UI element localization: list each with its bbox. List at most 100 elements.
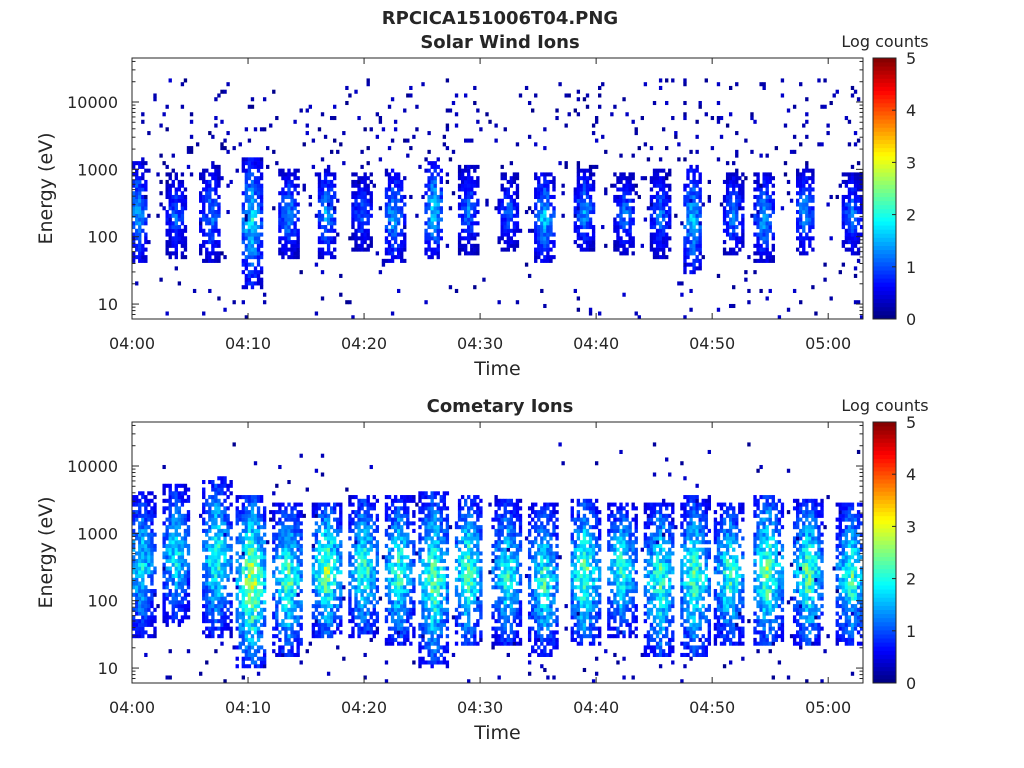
- heatmap-cell: [223, 532, 227, 537]
- heatmap-cell: [177, 228, 182, 233]
- heatmap-cell: [311, 547, 316, 552]
- heatmap-cell: [208, 558, 212, 564]
- heatmap-cell: [348, 570, 352, 575]
- heatmap-cell: [403, 232, 407, 237]
- heatmap-cell: [689, 228, 693, 233]
- heatmap-cell: [174, 611, 178, 616]
- heatmap-cell: [354, 525, 358, 530]
- heatmap-cell: [250, 577, 255, 582]
- heatmap-cell: [622, 292, 626, 297]
- heatmap-cell: [138, 570, 142, 575]
- heatmap-cell: [226, 487, 230, 492]
- heatmap-cell: [433, 183, 437, 188]
- heatmap-cell: [655, 183, 660, 188]
- heatmap-cell: [320, 630, 325, 635]
- heatmap-cell: [132, 206, 136, 211]
- heatmap-cell: [354, 536, 358, 541]
- heatmap-cell: [360, 228, 364, 233]
- heatmap-cell: [652, 217, 657, 222]
- heatmap-cell: [336, 525, 340, 530]
- heatmap-cell: [281, 502, 285, 507]
- heatmap-cell: [357, 209, 361, 215]
- heatmap-cell: [269, 510, 273, 515]
- heatmap-cell: [138, 611, 142, 616]
- heatmap-cell: [138, 247, 142, 252]
- heatmap-cell: [144, 607, 148, 612]
- heatmap-cell: [515, 187, 520, 192]
- heatmap-cell: [159, 123, 163, 128]
- heatmap-cell: [390, 311, 395, 316]
- heatmap-cell: [396, 217, 401, 222]
- heatmap-cell: [460, 172, 465, 177]
- heatmap-cell: [244, 217, 249, 222]
- heatmap-cell: [564, 161, 568, 166]
- heatmap-cell: [732, 209, 736, 215]
- heatmap-cell: [424, 183, 428, 188]
- heatmap-cell: [253, 660, 258, 665]
- heatmap-cell: [299, 502, 303, 507]
- heatmap-cell: [363, 206, 367, 211]
- heatmap-cell: [250, 622, 255, 627]
- heatmap-cell: [317, 562, 322, 567]
- heatmap-cell: [144, 168, 148, 173]
- heatmap-cell: [278, 622, 282, 627]
- heatmap-cell: [202, 258, 206, 263]
- heatmap-cell: [329, 634, 334, 639]
- heatmap-cell: [387, 104, 392, 109]
- heatmap-cell: [336, 232, 340, 237]
- colorbar-swatch: [873, 261, 896, 267]
- heatmap-cell: [150, 573, 154, 579]
- heatmap-cell: [387, 202, 392, 207]
- heatmap-cell: [250, 656, 255, 661]
- heatmap-cell: [214, 547, 218, 552]
- heatmap-cell: [473, 209, 477, 215]
- heatmap-cell: [147, 502, 151, 507]
- heatmap-cell: [728, 251, 733, 256]
- heatmap-cell: [211, 555, 215, 560]
- heatmap-cell: [205, 251, 209, 256]
- heatmap-cell: [540, 209, 544, 215]
- heatmap-cell: [323, 604, 328, 609]
- heatmap-cell: [543, 183, 547, 188]
- heatmap-cell: [741, 213, 745, 218]
- heatmap-cell: [247, 270, 252, 275]
- heatmap-cell: [296, 209, 300, 215]
- heatmap-cell: [180, 600, 185, 605]
- heatmap-cell: [619, 240, 623, 245]
- heatmap-cell: [208, 570, 212, 575]
- heatmap-cell: [506, 243, 510, 248]
- heatmap-cell: [786, 179, 791, 184]
- heatmap-cell: [686, 206, 690, 211]
- heatmap-cell: [214, 168, 218, 173]
- heatmap-cell: [348, 536, 352, 541]
- heatmap-cell: [658, 209, 663, 215]
- heatmap-cell: [138, 221, 142, 226]
- heatmap-cell: [229, 619, 233, 624]
- heatmap-cell: [768, 225, 772, 230]
- heatmap-cell: [543, 179, 547, 184]
- heatmap-cell: [390, 187, 395, 192]
- heatmap-cell: [262, 566, 267, 571]
- heatmap-cell: [476, 221, 480, 226]
- heatmap-cell: [433, 236, 437, 241]
- heatmap-cell: [326, 532, 331, 537]
- heatmap-cell: [329, 202, 334, 207]
- heatmap-cell: [859, 206, 864, 211]
- heatmap-cell: [390, 176, 395, 181]
- heatmap-cell: [658, 221, 663, 226]
- heatmap-cell: [323, 622, 328, 627]
- heatmap-cell: [211, 487, 215, 492]
- heatmap-cell: [284, 528, 288, 533]
- heatmap-cell: [250, 206, 255, 211]
- heatmap-cell: [138, 585, 142, 590]
- heatmap-cell: [509, 198, 514, 203]
- heatmap-cell: [543, 172, 547, 177]
- heatmap-cell: [235, 645, 239, 650]
- heatmap-cell: [211, 221, 215, 226]
- heatmap-cell: [138, 502, 142, 507]
- heatmap-cell: [168, 491, 172, 496]
- heatmap-cell: [168, 570, 172, 575]
- heatmap-cell: [147, 634, 151, 639]
- heatmap-cell: [281, 217, 285, 222]
- heatmap-cell: [613, 217, 617, 222]
